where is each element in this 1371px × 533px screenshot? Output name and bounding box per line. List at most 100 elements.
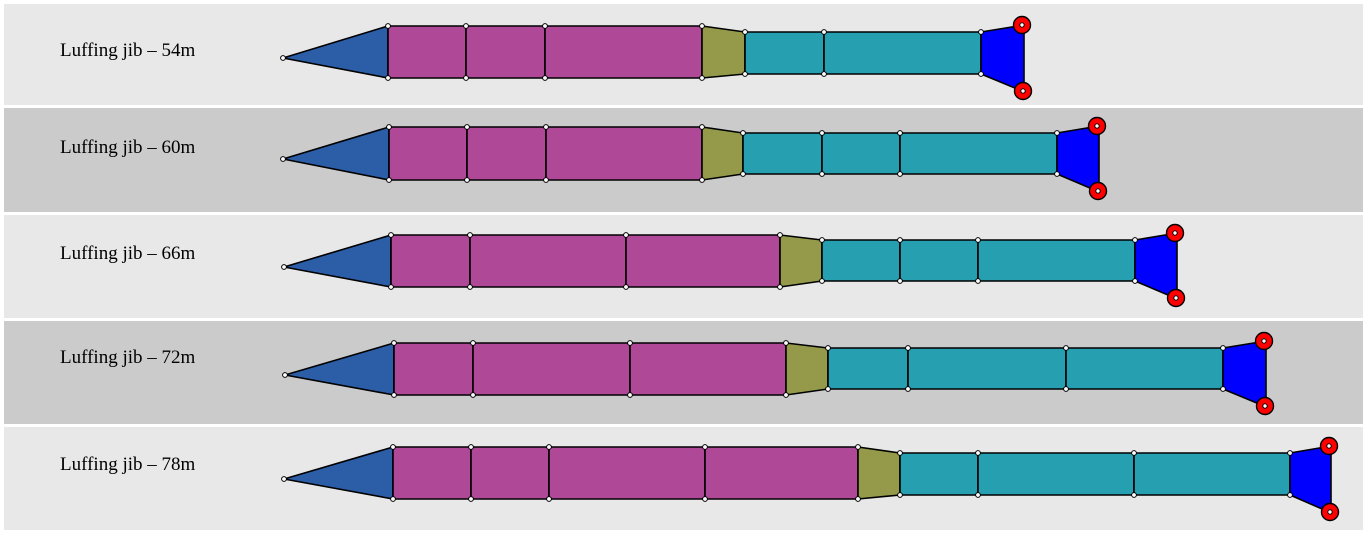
upper-jib-section [823, 31, 982, 75]
pin-joint [975, 492, 981, 498]
pin-joint [975, 237, 981, 243]
lower-jib-section [625, 234, 781, 288]
pin-joint [740, 171, 746, 177]
pin-joint [1063, 386, 1069, 392]
lower-jib-section [465, 25, 546, 79]
pin-joint [467, 232, 473, 238]
lower-jib-section [545, 126, 703, 181]
pin-joint [470, 340, 476, 346]
pin-joint [1063, 345, 1069, 351]
upper-jib-section [744, 31, 825, 75]
pin-joint [1287, 492, 1293, 498]
sheave-pin [1326, 443, 1332, 449]
upper-jib-section [821, 132, 901, 175]
pin-joint [470, 392, 476, 398]
pin-joint [975, 278, 981, 284]
sheave-pin [1262, 403, 1268, 409]
pin-joint [1287, 450, 1293, 456]
pin-joint [463, 23, 469, 29]
upper-jib-section [907, 347, 1067, 390]
lower-jib-section [388, 126, 468, 181]
sheave-pin [1020, 88, 1026, 94]
upper-jib-section [899, 452, 979, 496]
lower-jib-section [469, 234, 627, 288]
pin-joint [543, 177, 549, 183]
pin-joint [280, 156, 286, 162]
pin-joint [897, 450, 903, 456]
pin-joint [855, 444, 861, 450]
pin-joint [819, 278, 825, 284]
pin-joint [855, 496, 861, 502]
pin-joint [699, 124, 705, 130]
pin-joint [1220, 386, 1226, 392]
jib-drawing [281, 436, 1340, 522]
pin-joint [1132, 278, 1138, 284]
pin-joint [623, 232, 629, 238]
jib-drawing [280, 116, 1108, 201]
pin-joint [385, 23, 391, 29]
row-label: Luffing jib – 66m [60, 243, 196, 264]
lower-jib-section [629, 342, 787, 396]
jib-head [1134, 232, 1178, 299]
pin-joint [783, 392, 789, 398]
pin-joint [905, 386, 911, 392]
pin-joint [546, 496, 552, 502]
pin-joint [975, 450, 981, 456]
pin-joint [978, 71, 984, 77]
transition-section [701, 25, 746, 79]
pin-joint [742, 29, 748, 35]
transition-section [779, 234, 823, 288]
pin-joint [897, 278, 903, 284]
row-label: Luffing jib – 78m [60, 454, 196, 475]
pin-joint [742, 71, 748, 77]
pin-joint [783, 340, 789, 346]
pin-joint [1131, 492, 1137, 498]
jib-drawing [282, 331, 1275, 416]
lower-jib-section [466, 126, 547, 181]
pin-joint [542, 75, 548, 81]
pin-joint [825, 386, 831, 392]
pin-joint [543, 124, 549, 130]
pin-joint [464, 177, 470, 183]
pin-joint [281, 476, 287, 482]
pin-joint [905, 345, 911, 351]
jib-drawing [281, 223, 1186, 308]
pin-joint [463, 75, 469, 81]
pin-joint [819, 237, 825, 243]
jib-base-section [282, 126, 390, 181]
pin-joint [391, 392, 397, 398]
transition-section [857, 446, 901, 500]
sheave-pin [1019, 22, 1025, 28]
pin-joint [386, 124, 392, 130]
upper-jib-section [977, 239, 1136, 282]
pin-joint [546, 444, 552, 450]
upper-jib-section [827, 347, 909, 390]
pin-joint [821, 71, 827, 77]
pin-joint [391, 340, 397, 346]
jib-head [980, 24, 1025, 92]
pin-joint [280, 55, 286, 61]
pin-joint [897, 237, 903, 243]
sheave-pin [1094, 123, 1100, 129]
sheave-pin [1095, 188, 1101, 194]
pin-joint [623, 284, 629, 290]
jib-base-section [283, 446, 394, 500]
jib-base-section [282, 25, 389, 79]
jib-head [1222, 340, 1267, 407]
pin-joint [699, 75, 705, 81]
pin-joint [1054, 130, 1060, 136]
upper-jib-section [1065, 347, 1224, 390]
jib-head [1289, 445, 1332, 513]
transition-section [701, 126, 744, 181]
row-label: Luffing jib – 72m [60, 347, 196, 368]
upper-jib-section [899, 132, 1058, 175]
lower-jib-section [392, 446, 472, 500]
pin-joint [825, 345, 831, 351]
sheave-pin [1327, 509, 1333, 515]
jib-base-section [284, 342, 395, 396]
pin-joint [819, 130, 825, 136]
upper-jib-section [742, 132, 823, 175]
pin-joint [699, 177, 705, 183]
pin-joint [1220, 345, 1226, 351]
